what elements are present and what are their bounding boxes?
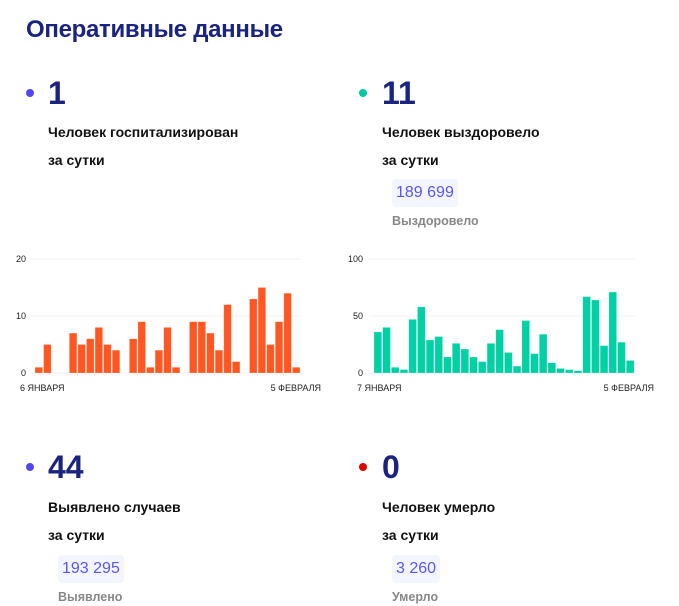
bar — [443, 356, 452, 374]
bar — [469, 356, 478, 374]
bar — [373, 331, 382, 374]
bar — [146, 367, 155, 374]
bar — [582, 296, 591, 374]
x-start-label: 6 ЯНВАРЯ — [20, 383, 65, 393]
bar — [223, 304, 232, 374]
bar — [573, 370, 583, 374]
bar — [189, 321, 198, 374]
bar — [565, 369, 574, 374]
bar — [249, 298, 258, 374]
bar — [232, 361, 241, 374]
bar — [417, 306, 426, 374]
bar — [197, 321, 206, 374]
bar — [214, 349, 224, 374]
x-end-label: 5 ФЕВРАЛЯ — [271, 383, 321, 393]
hospitalized-label: Человек госпитализирован за сутки — [48, 118, 238, 174]
bar — [391, 367, 400, 374]
bar — [617, 341, 626, 374]
y-tick-label: 10 — [16, 311, 26, 321]
bar — [69, 332, 78, 374]
deaths-total-badge: 3 260 — [392, 555, 441, 583]
hospitalized-value: 1 — [48, 75, 66, 111]
bar — [94, 327, 103, 374]
bar — [129, 338, 138, 374]
bar — [43, 344, 52, 374]
recovered-bar-chart: 0 50 100 7 ЯНВАРЯ 5 ФЕВРАЛЯ — [348, 254, 654, 393]
recovered-dot-icon — [359, 89, 367, 97]
label-line1: Человек госпитализирован — [48, 124, 239, 140]
deaths-label: Человек умерло за сутки — [382, 493, 495, 549]
bar — [257, 287, 266, 374]
y-tick-label: 20 — [16, 254, 26, 264]
label-line2: за сутки — [48, 152, 105, 168]
bar — [137, 321, 146, 374]
y-tick-label: 50 — [353, 311, 363, 321]
cases-label: Выявлено случаев за сутки — [48, 493, 181, 549]
bar — [460, 348, 469, 374]
bar — [206, 332, 215, 374]
bar — [77, 344, 86, 374]
bar — [625, 360, 635, 374]
bar — [452, 343, 461, 374]
label-line1: Человек умерло — [382, 499, 496, 515]
cases-total-label: Выявлено — [58, 590, 123, 604]
y-tick-label: 0 — [358, 368, 363, 378]
deaths-value: 0 — [382, 449, 400, 485]
recovered-value: 11 — [382, 75, 416, 111]
recovered-label: Человек выздоровело за сутки — [382, 118, 540, 174]
page-title: Оперативные данные — [26, 16, 283, 43]
bar — [521, 320, 530, 374]
label-line2: за сутки — [382, 152, 439, 168]
hospitalized-dot-icon — [26, 89, 34, 97]
bar — [154, 349, 164, 374]
recovered-total-badge: 189 699 — [392, 179, 458, 207]
bar — [274, 321, 284, 374]
bar — [599, 345, 609, 374]
bar — [591, 299, 600, 374]
bar — [103, 344, 112, 374]
bar — [425, 339, 435, 374]
y-tick-label: 0 — [21, 368, 26, 378]
label-line1: Человек выздоровело — [382, 124, 540, 140]
cases-value: 44 — [48, 449, 84, 485]
bar — [163, 327, 172, 374]
bar — [399, 369, 409, 374]
bar — [495, 329, 504, 374]
deaths-dot-icon — [359, 463, 367, 471]
bar — [512, 365, 522, 374]
bar — [486, 343, 496, 374]
bar — [382, 327, 391, 374]
bar — [171, 367, 181, 374]
bar — [539, 333, 548, 374]
label-line2: за сутки — [382, 527, 439, 543]
bar — [547, 362, 556, 374]
bar — [408, 319, 417, 374]
bar — [478, 361, 487, 374]
bar — [556, 368, 565, 374]
deaths-total-label: Умерло — [392, 590, 439, 604]
hospitalized-bar-chart: 0 10 20 6 ЯНВАРЯ 5 ФЕВРАЛЯ — [16, 254, 321, 393]
bar — [608, 291, 617, 374]
bar — [283, 292, 292, 374]
x-end-label: 5 ФЕВРАЛЯ — [604, 383, 654, 393]
label-line1: Выявлено случаев — [48, 499, 181, 515]
recovered-total-label: Выздоровело — [392, 214, 479, 228]
x-start-label: 7 ЯНВАРЯ — [357, 383, 402, 393]
cases-dot-icon — [26, 463, 34, 471]
cases-total-badge: 193 295 — [58, 555, 124, 583]
bar — [86, 338, 95, 374]
bar — [34, 367, 43, 374]
y-tick-label: 100 — [348, 254, 363, 264]
bar — [504, 352, 513, 374]
bar — [292, 367, 301, 374]
label-line2: за сутки — [48, 527, 105, 543]
bar — [530, 353, 539, 374]
bar — [111, 349, 121, 374]
bar — [434, 336, 443, 374]
bar — [266, 344, 275, 374]
